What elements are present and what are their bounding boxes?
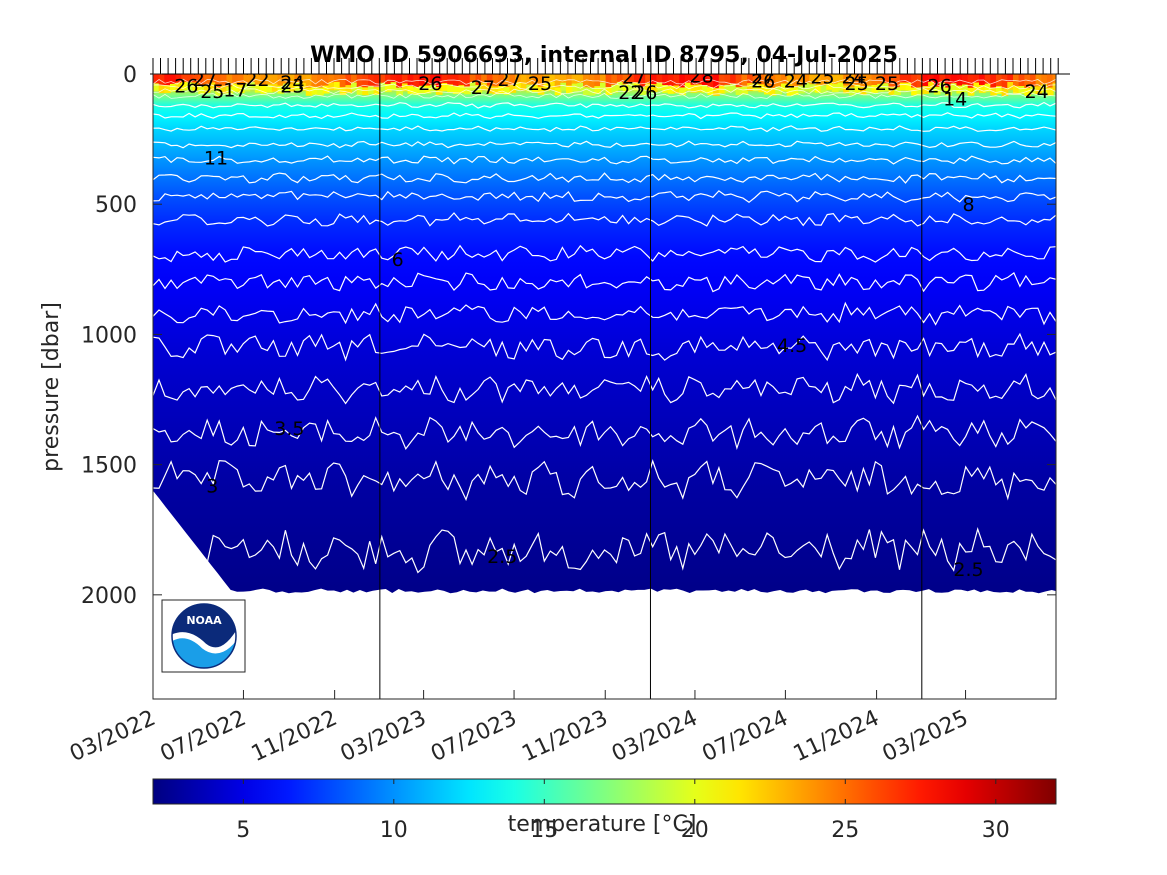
colorbar-tick-label: 30 (982, 818, 1010, 843)
contour-label: 27 (498, 69, 522, 91)
x-tick-label: 07/2024 (699, 706, 792, 767)
contour-label: 25 (845, 73, 869, 95)
contour-label: 23 (280, 76, 304, 98)
contour-label: 26 (174, 76, 198, 98)
contour-label: 25 (528, 73, 552, 95)
colorbar-tick-label: 25 (831, 818, 859, 843)
x-tick-label: 03/2024 (608, 706, 701, 767)
surface-isotherm (153, 88, 1056, 95)
profile-time-ticks (150, 58, 1070, 75)
contour-label: 2.5 (487, 546, 517, 568)
colorbar-ticks: 5 10 15 20 25 30 (236, 779, 1010, 843)
isotherm-3.5 (153, 414, 1056, 451)
contour-label: 26 (418, 73, 442, 95)
y-tick-label: 0 (123, 63, 137, 88)
colorbar-tick-label: 15 (530, 818, 558, 843)
noaa-logo-text: NOAA (186, 614, 222, 627)
x-tick-label: 11/2024 (790, 706, 883, 767)
contour-label: 28 (690, 65, 714, 87)
isotherm-10 (153, 155, 1056, 165)
x-tick-label: 11/2022 (248, 706, 341, 767)
isotherm-12 (153, 125, 1056, 133)
contour-label: 26 (928, 76, 952, 98)
contour-label: 27 (193, 69, 217, 91)
contour-label: 22 (618, 82, 642, 104)
x-tick-label: 11/2023 (518, 706, 611, 767)
colorbar-label: temperature [°C] (508, 812, 697, 837)
y-axis-label: pressure [dbar] (39, 302, 64, 472)
y-tick-label: 500 (95, 193, 137, 218)
colorbar-tick-label: 10 (380, 818, 408, 843)
x-tick-label: 03/2022 (66, 706, 159, 767)
contour-label: 11 (204, 147, 228, 169)
contour-label: 22 (245, 69, 269, 91)
isotherm-14 (153, 101, 1056, 109)
isotherm-8 (153, 190, 1056, 204)
contour-label: 27 (622, 67, 646, 89)
x-tick-label: 03/2023 (337, 706, 430, 767)
contour-label: 3 (206, 476, 218, 498)
x-tick-label: 07/2022 (157, 706, 250, 767)
isotherm-9 (153, 172, 1056, 184)
contour-label: 3.5 (274, 418, 304, 440)
isotherm-5.5 (153, 271, 1056, 293)
contour-label: 24 (842, 67, 866, 89)
contour-label: 26 (751, 71, 775, 93)
contour-label: 8 (962, 194, 974, 216)
contour-label: 24 (280, 72, 304, 94)
isotherm-2.5 (153, 527, 1056, 574)
surface-isotherm (153, 92, 1056, 99)
contour-label: 24 (1025, 81, 1049, 103)
isotherm-5 (153, 301, 1056, 326)
y-axis: 0 500 1000 1500 2000 (81, 63, 1056, 609)
surface-isotherm (153, 78, 1056, 85)
y-tick-label: 1000 (81, 323, 137, 348)
contour-label: 4.5 (777, 335, 807, 357)
x-tick-label: 03/2025 (879, 706, 972, 767)
isotherm-4 (153, 372, 1056, 405)
y-tick-label: 2000 (81, 584, 137, 609)
isotherm-4.5 (153, 332, 1056, 362)
year-dividers (379, 74, 923, 699)
contour-label: 25 (200, 81, 224, 103)
isotherm-lines (153, 78, 1056, 574)
isotherm-13 (153, 112, 1056, 120)
contour-label: 24 (784, 71, 808, 93)
isotherm-7 (153, 212, 1056, 227)
noaa-logo: NOAA (161, 599, 246, 673)
y-tick-label: 1500 (81, 454, 137, 479)
contour-label: 26 (633, 82, 657, 104)
x-tick-label: 07/2023 (427, 706, 520, 767)
contour-label: 17 (223, 80, 247, 102)
temperature-section (153, 74, 1056, 594)
contour-label: 14 (943, 89, 967, 111)
isotherm-3 (153, 459, 1056, 502)
chart-title: WMO ID 5906693, internal ID 8795, 04-Jul… (310, 43, 898, 68)
colorbar-fill (152, 778, 1057, 805)
colorbar-tick-label: 5 (236, 818, 250, 843)
contour-label: 6 (392, 249, 404, 271)
contour-label: 27 (471, 77, 495, 99)
colorbar-tick-label: 20 (681, 818, 709, 843)
colorbar: 5 10 15 20 25 30 temperature [°C] (152, 778, 1057, 843)
contour-label: 2.5 (953, 559, 983, 581)
temperature-field (153, 74, 1056, 594)
isotherm-11 (153, 140, 1056, 149)
surface-warm-layer (153, 74, 1056, 97)
contour-label: 25 (810, 67, 834, 89)
x-axis: 03/202207/202211/202203/202307/202311/20… (66, 690, 972, 767)
contour-label: 25 (875, 73, 899, 95)
isotherm-6 (153, 244, 1056, 263)
contour-label: 27 (751, 67, 775, 89)
surface-isotherm (153, 83, 1056, 90)
